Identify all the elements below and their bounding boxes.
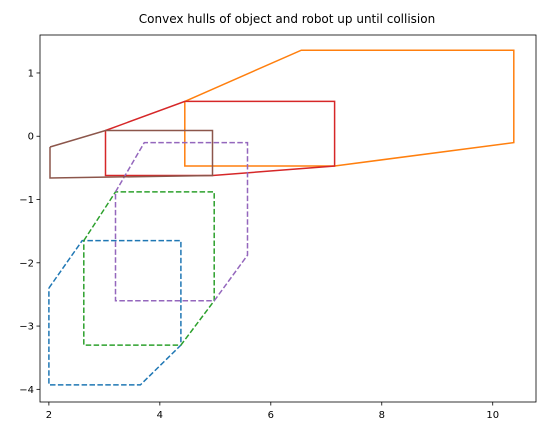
x-tick-label: 2 xyxy=(46,410,52,421)
x-axis-ticks: 2 4 6 8 10 xyxy=(46,402,499,421)
hull-series-5 xyxy=(114,141,249,302)
hull-series-6 xyxy=(49,129,214,179)
y-tick-label: −2 xyxy=(19,258,34,269)
y-axis-ticks: −4 −3 −2 −1 0 1 xyxy=(19,68,40,396)
hull-series-2 xyxy=(184,49,515,167)
x-tick-label: 6 xyxy=(268,410,274,421)
series-layer xyxy=(48,49,515,386)
y-tick-label: −1 xyxy=(19,195,34,206)
chart-title: Convex hulls of object and robot up unti… xyxy=(139,12,435,26)
y-tick-label: −3 xyxy=(19,322,34,333)
x-tick-label: 4 xyxy=(157,410,163,421)
x-tick-label: 10 xyxy=(486,410,499,421)
x-tick-label: 8 xyxy=(379,410,385,421)
plot-area: 2 4 6 8 10 −4 −3 −2 −1 0 1 xyxy=(19,34,537,421)
hull-series-4 xyxy=(104,100,336,177)
y-tick-label: 1 xyxy=(28,68,34,79)
y-tick-label: 0 xyxy=(28,132,34,143)
y-tick-label: −4 xyxy=(19,385,34,396)
axes-background xyxy=(40,35,536,402)
axes-frame xyxy=(39,34,537,403)
